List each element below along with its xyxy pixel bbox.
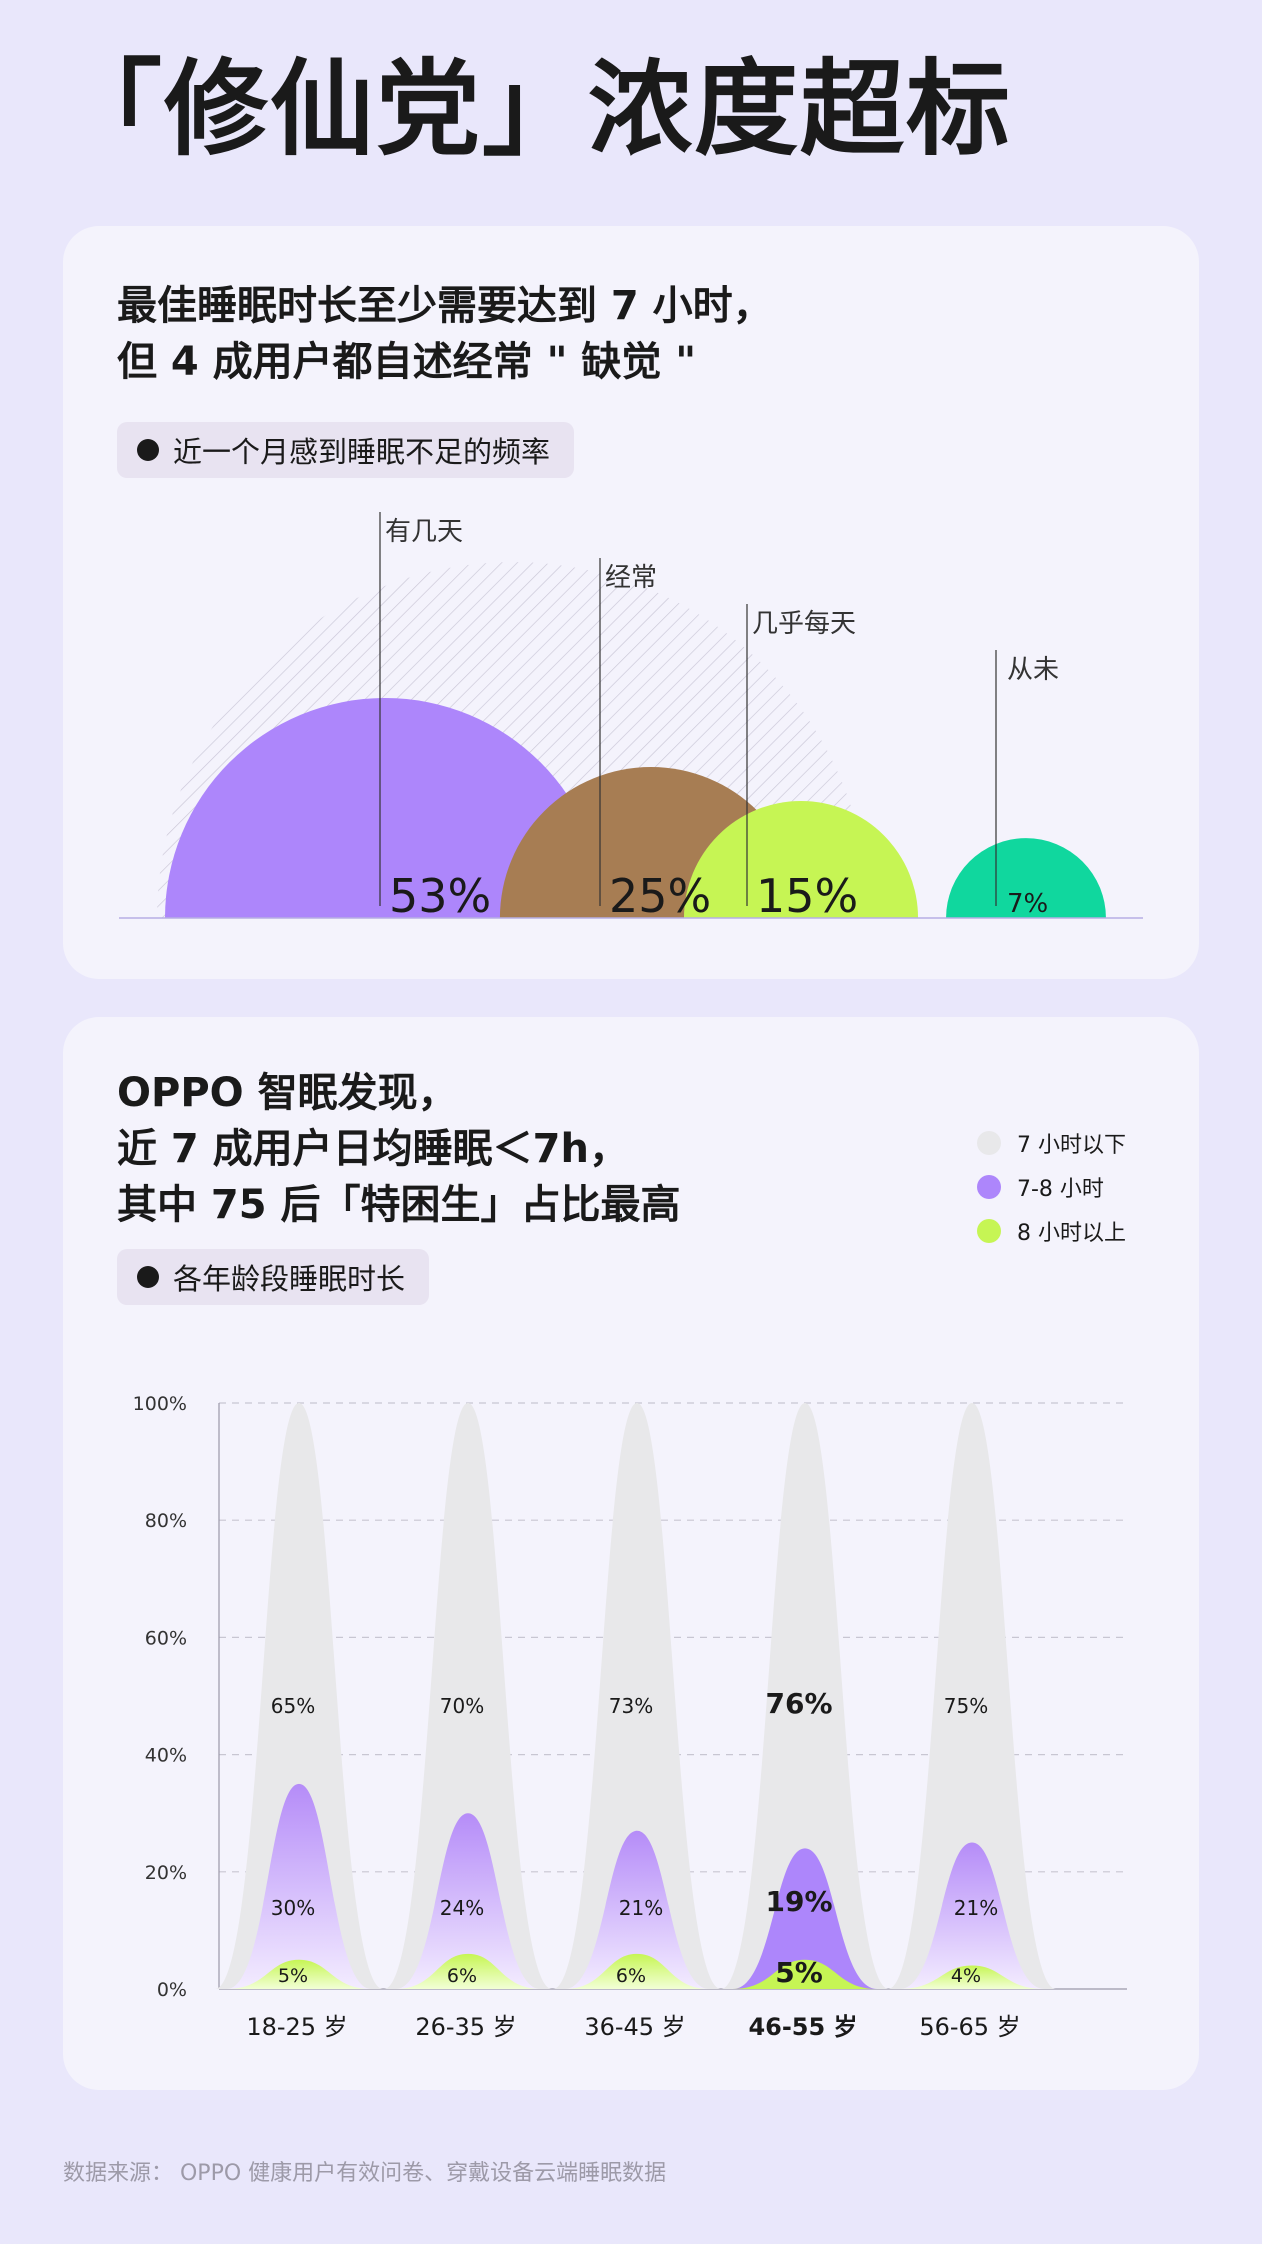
bar-over8h-0 [226,1959,372,1989]
y-tick-label-4: 80% [145,1510,187,1532]
semicircle-2 [683,800,919,918]
bar-7to8h-4 [899,1842,1045,1989]
value-label-7to8h-0: 30% [271,1896,315,1920]
legend-item-1: 7-8 小时 [977,1171,1126,1203]
frequency-tag-label: 近一个月感到睡眠不足的频率 [173,435,551,469]
value-label-under7h-4: 75% [944,1694,988,1718]
bar-7to8h-1 [395,1813,541,1989]
bullet-dot-icon [137,439,159,461]
value-label-over8h-0: 5% [278,1965,308,1987]
y-tick-label-0: 0% [157,1979,187,2001]
bar-over8h-4 [899,1965,1045,1989]
legend-swatch-2 [977,1219,1001,1243]
x-tick-label-4: 56-65 岁 [919,2013,1020,2041]
legend-item-2: 8 小时以上 [977,1215,1126,1247]
y-tick-label-2: 40% [145,1745,187,1767]
x-tick-label-2: 36-45 岁 [584,2013,685,2041]
age-group-tag: 各年龄段睡眠时长 [117,1249,430,1305]
card2-heading-line3: 其中 75 后「特困生」占比最高 [117,1182,681,1228]
sleep-duration-card: OPPO 智眠发现， 近 7 成用户日均睡眠＜7h， 其中 75 后「特困生」占… [63,1017,1199,2090]
bar-over8h-1 [395,1953,541,1989]
value-label-1: 25% [609,869,711,923]
category-label-3: 从未 [1007,655,1059,685]
value-label-over8h-2: 6% [616,1965,646,1987]
bar-under7h-3 [721,1403,889,1989]
x-tick-label-0: 18-25 岁 [246,2013,347,2041]
semicircle-0 [165,698,605,918]
bullet-dot-icon [137,1266,159,1288]
value-label-under7h-2: 73% [609,1694,653,1718]
sleep-frequency-chart: 有几天 53% 经常 25% 几乎每天 15% 从未 7% [119,512,1143,923]
category-label-0: 有几天 [385,517,463,547]
bar-7to8h-3 [732,1848,878,1989]
page-title: 「修仙党」浓度超标 [58,48,1013,170]
bar-over8h-3 [732,1959,878,1989]
y-tick-label-5: 100% [133,1393,187,1415]
legend-label-0: 7 小时以下 [1017,1133,1126,1158]
frequency-tag: 近一个月感到睡眠不足的频率 [117,422,575,478]
sleep-deprivation-card: 最佳睡眠时长至少需要达到 7 小时， 但 4 成用户都自述经常 " 缺觉 " 近… [63,226,1199,979]
value-label-0: 53% [389,869,491,923]
card2-heading: OPPO 智眠发现， 近 7 成用户日均睡眠＜7h， 其中 75 后「特困生」占… [117,1065,681,1233]
legend-swatch-1 [977,1175,1001,1199]
value-label-3: 7% [1007,889,1048,919]
y-tick-label-1: 20% [145,1862,187,1884]
value-label-over8h-3: 5% [775,1956,823,1989]
x-tick-label-3: 46-55 岁 [748,2013,857,2041]
value-label-under7h-0: 65% [271,1694,315,1718]
bar-under7h-0 [215,1403,383,1989]
card2-heading-line1: OPPO 智眠发现， [117,1070,458,1116]
value-label-7to8h-1: 24% [440,1896,484,1920]
card1-heading-line2: 但 4 成用户都自述经常 " 缺觉 " [117,339,697,385]
card1-heading: 最佳睡眠时长至少需要达到 7 小时， 但 4 成用户都自述经常 " 缺觉 " [117,278,773,390]
legend-label-1: 7-8 小时 [1017,1177,1104,1202]
value-label-over8h-4: 4% [951,1965,981,1987]
bar-under7h-2 [553,1403,721,1989]
value-label-7to8h-2: 21% [619,1896,663,1920]
value-label-under7h-1: 70% [440,1694,484,1718]
legend-item-0: 7 小时以下 [977,1127,1126,1159]
card2-heading-line2: 近 7 成用户日均睡眠＜7h， [117,1126,629,1172]
bar-under7h-4 [888,1403,1056,1989]
category-label-2: 几乎每天 [752,609,856,639]
bar-under7h-1 [384,1403,552,1989]
value-label-2: 15% [756,869,858,923]
chart-legend: 7 小时以下 7-8 小时 8 小时以上 [977,1127,1126,1247]
category-label-1: 经常 [605,563,657,593]
card1-heading-line1: 最佳睡眠时长至少需要达到 7 小时， [117,283,773,329]
value-label-7to8h-3: 19% [765,1885,832,1918]
data-source-note: 数据来源： OPPO 健康用户有效问卷、穿戴设备云端睡眠数据 [63,2161,667,2186]
bar-7to8h-2 [564,1830,710,1989]
legend-swatch-0 [977,1131,1001,1155]
semicircle-3 [946,838,1106,918]
age-group-tag-label: 各年龄段睡眠时长 [173,1262,406,1296]
y-tick-label-3: 60% [145,1627,187,1649]
bar-7to8h-0 [226,1783,372,1989]
x-tick-label-1: 26-35 岁 [415,2013,516,2041]
sleep-duration-chart: 0% 20% 40% 60% 80% 100% 65% 30% 5% 18-25 岁 70% 24% 6… [133,1393,1127,2041]
value-label-under7h-3: 76% [765,1687,832,1720]
bar-over8h-2 [564,1953,710,1989]
value-label-7to8h-4: 21% [954,1896,998,1920]
value-label-over8h-1: 6% [447,1965,477,1987]
legend-label-2: 8 小时以上 [1017,1221,1126,1246]
